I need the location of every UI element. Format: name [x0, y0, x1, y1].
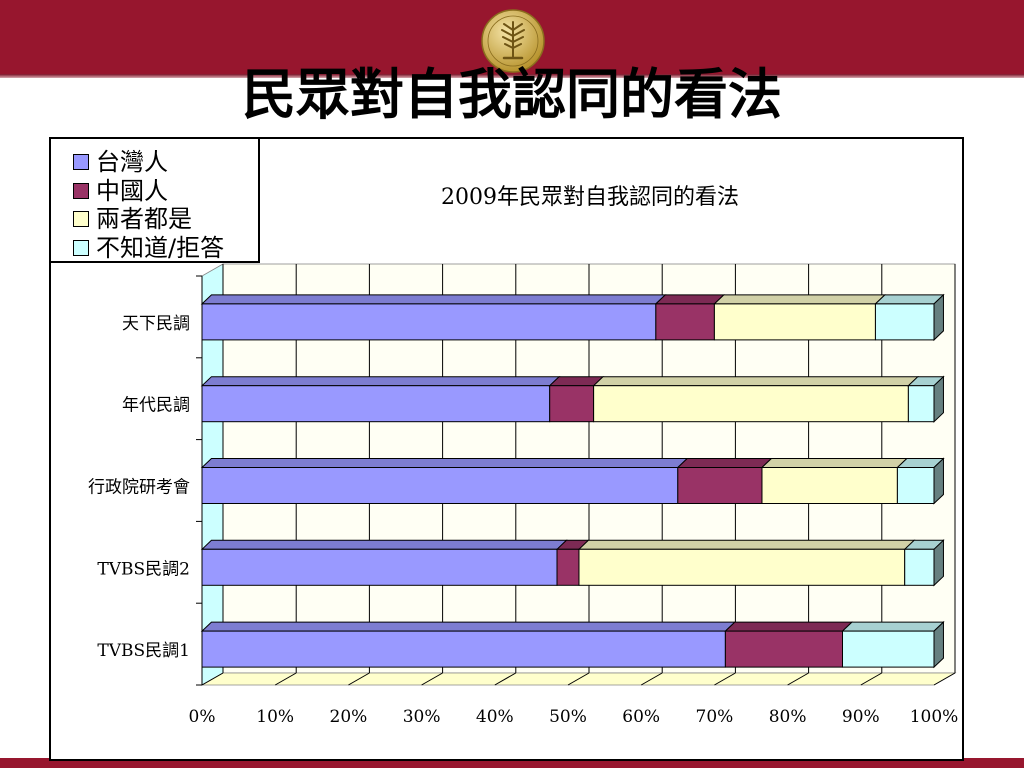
category-label: TVBS民調1: [97, 641, 190, 661]
floor-gridline: [421, 672, 443, 686]
bar-segment: [907, 385, 935, 423]
x-tick-label: 90%: [842, 707, 880, 727]
bar-segment-top: [200, 621, 737, 632]
x-tick-label: 20%: [330, 707, 368, 727]
x-tick-label: 60%: [622, 707, 660, 727]
bar-segment-top: [200, 458, 689, 468]
bar-segment: [677, 467, 763, 504]
bar-segment-top: [724, 621, 854, 632]
category-label: 年代民調: [122, 396, 190, 416]
bar-segment: [201, 385, 551, 423]
bar-segment-top: [200, 376, 561, 387]
floor-gridline: [201, 672, 224, 686]
legend-item: 台灣人: [73, 148, 258, 177]
bar-segment: [593, 385, 909, 423]
bar-segment-top: [841, 621, 945, 632]
x-tick-label: 70%: [696, 707, 734, 727]
legend-swatch: [73, 211, 89, 228]
bar-segment: [201, 467, 679, 504]
x-tick-label: 100%: [910, 707, 959, 727]
top-banner-edge: [0, 74, 1024, 78]
bar-segment: [655, 303, 715, 341]
legend-label: 台灣人: [96, 148, 168, 177]
bar-segment: [578, 548, 906, 586]
legend-label: 不知道/拒答: [96, 233, 225, 262]
bar-end-face: [933, 375, 944, 423]
category-label: TVBS民調2: [97, 559, 190, 579]
category-label: 行政院研考會: [88, 478, 190, 498]
bottom-banner: [0, 758, 1024, 768]
x-tick-label: 0%: [189, 707, 216, 727]
legend-label: 兩者都是: [96, 205, 192, 234]
bar-segment: [842, 630, 935, 668]
bar-end-face: [933, 620, 944, 669]
bar-segment-top: [760, 458, 909, 468]
legend-item: 兩者都是: [73, 205, 258, 234]
x-tick-label: 80%: [769, 707, 807, 727]
legend-swatch: [73, 182, 89, 199]
x-tick-label: 40%: [476, 707, 514, 727]
bar-segment-top: [577, 539, 916, 550]
legend-item: 中國人: [73, 177, 258, 206]
chart-legend: 台灣人 中國人 兩者都是 不知道/拒答: [49, 137, 260, 263]
bar-segment: [713, 303, 876, 341]
x-tick-label: 10%: [256, 707, 294, 727]
floor-gridline: [640, 672, 663, 686]
legend-item: 不知道/拒答: [73, 234, 258, 263]
wheat-seal-icon: [481, 9, 545, 73]
x-tick-label: 30%: [403, 707, 441, 727]
floor-gridline: [348, 672, 370, 686]
floor-gridline: [494, 672, 517, 686]
legend-label: 中國人: [96, 176, 168, 205]
legend-swatch: [73, 154, 89, 171]
bar-segment-top: [200, 294, 667, 305]
bar-end-face: [933, 457, 944, 505]
bar-segment: [201, 630, 726, 668]
bar-segment: [724, 630, 844, 668]
category-label: 天下民調: [122, 314, 190, 334]
bar-segment-top: [592, 376, 920, 387]
bar-segment-top: [676, 458, 773, 468]
floor-gridline: [787, 672, 809, 686]
floor-gridline: [714, 672, 736, 686]
bar-end-face: [933, 293, 944, 342]
x-tick-label: 50%: [549, 707, 587, 727]
slide-title: 民眾對自我認同的看法: [242, 63, 782, 126]
bar-segment: [904, 548, 935, 586]
floor-gridline: [860, 672, 883, 686]
bar-segment-top: [713, 294, 887, 305]
bar-segment: [201, 303, 657, 341]
floor-gridline: [274, 672, 297, 686]
bar-segment-top: [200, 539, 568, 550]
floor-gridline: [933, 672, 956, 686]
legend-swatch: [73, 239, 89, 256]
floor-gridline: [567, 672, 590, 686]
chart-title: 2009年民眾對自我認同的看法: [441, 185, 739, 210]
bar-segment: [761, 467, 898, 504]
bar-segment: [896, 467, 935, 504]
bar-segment: [874, 303, 935, 341]
bar-segment: [201, 548, 558, 586]
bar-segment-top: [654, 294, 726, 305]
bar-segment: [549, 385, 595, 423]
bar-segment-top: [874, 294, 945, 305]
bar-end-face: [933, 539, 944, 587]
bar-segment: [556, 548, 580, 586]
